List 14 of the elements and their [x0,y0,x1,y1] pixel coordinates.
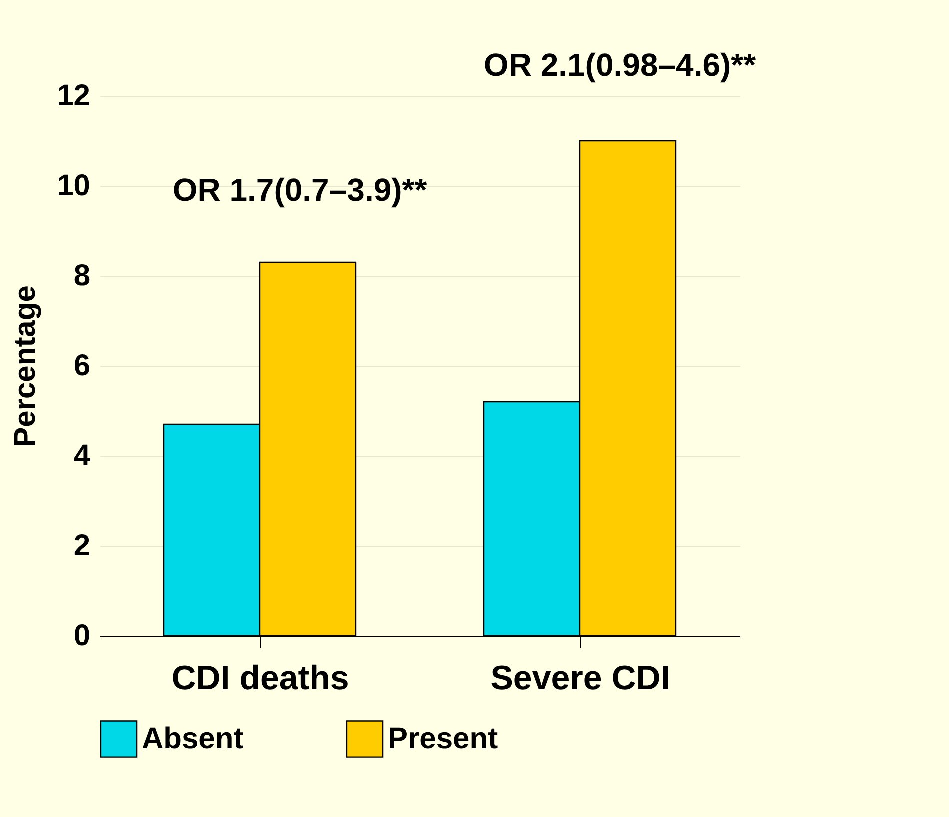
legend-label: Present [388,722,498,756]
y-tick-label: 8 [74,260,90,292]
y-axis-title: Percentage [9,286,42,448]
y-tick-label: 6 [74,350,90,382]
y-tick-label: 12 [57,80,90,112]
text: OR 2.1(0.98–4.6)** [484,47,757,83]
x-tick-label: CDI deaths [172,660,350,698]
y-tick-label: 10 [57,170,90,202]
y-tick-label: 0 [74,620,90,652]
y-tick-label: 4 [74,440,91,472]
y-tick-label: 2 [74,530,90,562]
x-tick-label: Severe CDI [490,660,670,698]
legend-label: Absent [142,722,244,756]
annotation: OR 1.7(0.7–3.9)** [172,172,428,208]
